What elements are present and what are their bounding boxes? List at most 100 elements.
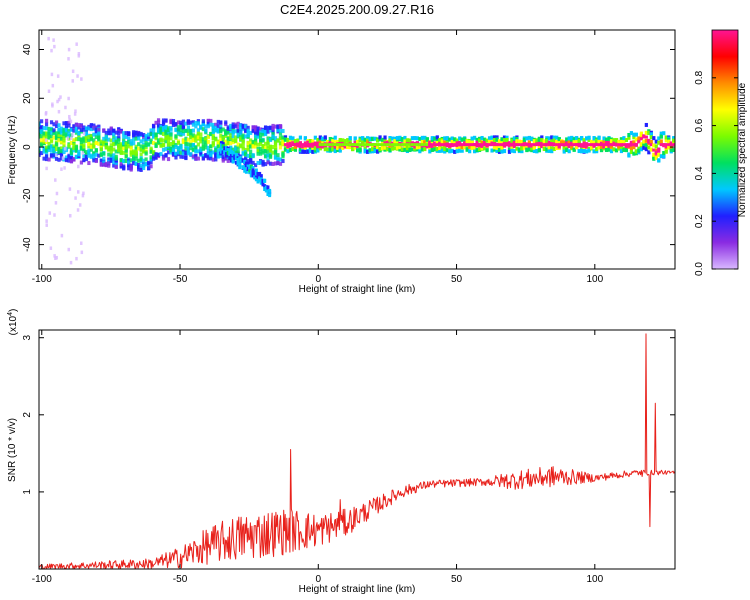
heat-cell — [62, 140, 66, 145]
heat-cell — [59, 146, 64, 151]
heat-cell — [388, 138, 392, 143]
branch-cell — [228, 149, 232, 154]
heat-cell — [54, 134, 59, 139]
ridge-cell — [430, 143, 434, 147]
heat-cell — [176, 150, 181, 155]
heat-cell — [57, 123, 61, 128]
heat-cell — [229, 133, 233, 138]
branch-cell — [264, 185, 268, 190]
heat-cell — [281, 141, 285, 146]
heat-cell — [129, 152, 133, 157]
heat-cell — [201, 156, 205, 161]
heat-cell — [224, 120, 228, 125]
heat-cell — [632, 151, 636, 156]
heat-cell — [637, 146, 641, 151]
heat-cell — [39, 142, 44, 147]
heat-cell — [258, 127, 263, 132]
heat-cell — [112, 160, 116, 165]
heat-cell — [184, 144, 188, 149]
heat-cell — [246, 125, 250, 130]
heat-cell — [477, 144, 482, 149]
heat-cell — [159, 126, 163, 131]
heat-cell — [263, 162, 268, 167]
heat-cell — [246, 133, 250, 138]
heat-cell — [137, 136, 141, 141]
heat-cell — [104, 135, 108, 140]
heat-cell — [127, 139, 131, 144]
ridge-cell — [380, 143, 385, 147]
ridge-cell — [647, 138, 651, 142]
heat-cell — [602, 140, 606, 145]
heat-cell — [211, 133, 215, 138]
heat-cell — [281, 159, 285, 164]
heat-cell — [400, 147, 405, 152]
heat-cell — [109, 146, 113, 151]
heat-cell — [256, 131, 260, 136]
ridge-cell — [557, 143, 561, 147]
heat-cell — [592, 149, 596, 154]
heat-cell — [667, 145, 671, 150]
heat-speckle — [81, 151, 85, 155]
heat-cell — [438, 148, 442, 153]
heat-cell — [39, 126, 41, 131]
x-tick-label: -50 — [173, 574, 188, 585]
heat-cell — [159, 152, 163, 157]
heat-cell — [273, 146, 278, 151]
branch-cell — [263, 178, 267, 183]
heat-cell — [530, 136, 534, 141]
heat-cell — [112, 138, 116, 143]
ridge-cell — [418, 143, 422, 147]
heat-cell — [410, 147, 415, 152]
heat-cell — [652, 143, 656, 148]
ridge-cell — [385, 143, 390, 147]
heat-cell — [44, 126, 49, 131]
heat-cell — [463, 141, 467, 146]
heat-cell — [649, 135, 653, 140]
heat-cell — [500, 139, 504, 144]
heat-cell — [39, 125, 44, 130]
heat-cell — [134, 152, 138, 157]
heat-cell — [166, 132, 171, 137]
heat-cell — [587, 148, 591, 153]
heat-cell — [537, 148, 541, 153]
heat-cell — [410, 136, 415, 141]
heat-cell — [67, 143, 71, 148]
ridge-cell — [351, 143, 355, 147]
ridge-cell — [587, 143, 591, 147]
ridge-cell — [634, 143, 638, 147]
heat-cell — [622, 136, 626, 141]
heat-cell — [64, 155, 69, 160]
heat-cell — [562, 147, 566, 152]
heat-cell — [664, 149, 668, 154]
heat-speckle — [54, 256, 57, 261]
ridge-cell — [659, 143, 663, 147]
heat-cell — [39, 152, 41, 157]
heat-cell — [278, 136, 283, 141]
heat-cell — [122, 140, 126, 145]
ridge-cell — [390, 143, 395, 147]
heat-cell — [532, 145, 536, 150]
heat-cell — [64, 158, 69, 163]
heat-cell — [502, 135, 507, 140]
heat-cell — [336, 148, 340, 153]
heat-cell — [622, 147, 626, 152]
heat-cell — [363, 148, 367, 153]
heat-speckle — [71, 79, 75, 83]
ridge-cell — [582, 143, 586, 147]
heat-cell — [231, 138, 235, 143]
heat-cell — [353, 140, 357, 145]
heat-cell — [122, 166, 126, 171]
heat-cell — [179, 124, 183, 129]
heat-cell — [348, 138, 352, 143]
heat-cell — [94, 135, 98, 140]
ridge-cell — [425, 143, 429, 147]
heat-cell — [393, 139, 397, 144]
heat-cell — [398, 147, 402, 152]
heat-cell — [565, 148, 569, 153]
heat-cell — [423, 144, 427, 149]
heat-cell — [609, 149, 614, 154]
heat-cell — [662, 131, 666, 136]
heat-cell — [209, 118, 213, 123]
heat-cell — [256, 146, 260, 151]
heat-cell — [84, 152, 88, 157]
